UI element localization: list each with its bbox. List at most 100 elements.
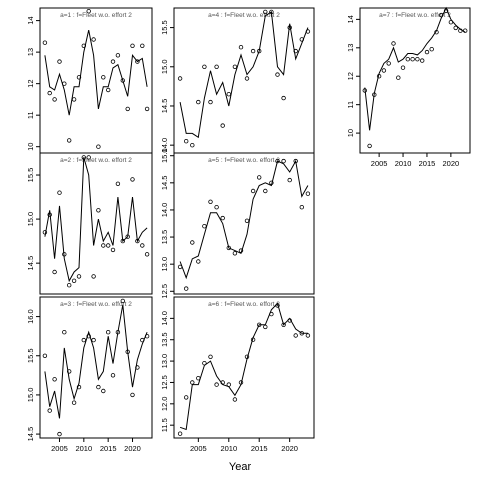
observed-point — [376, 73, 382, 79]
y-tick-label: 14 — [346, 15, 355, 23]
y-tick-label: 15.0 — [160, 148, 169, 163]
y-tick-label: 13.5 — [160, 230, 169, 245]
observed-point — [76, 75, 82, 80]
observed-point — [244, 218, 250, 223]
observed-point — [226, 382, 231, 387]
observed-point — [115, 53, 121, 58]
observed-point — [238, 248, 244, 253]
observed-point — [269, 180, 274, 185]
panel-4: a=4 : f=Fleet w.o. effort 2 14.0 14.5 15.0 1… — [160, 7, 315, 154]
observed-point — [367, 143, 372, 149]
observed-point — [91, 274, 96, 279]
y-tick-label: 15.0 — [26, 388, 35, 403]
observed-point — [47, 90, 52, 96]
observed-point — [125, 106, 130, 112]
panel-title: a=3 : f=Fleet w.o. effort 2 — [60, 301, 132, 308]
x-tick-label: 2005 — [371, 159, 388, 168]
observed-point — [305, 333, 311, 338]
x-tick-label: 2020 — [124, 444, 141, 453]
observed-point — [269, 311, 274, 317]
observed-point — [140, 243, 145, 248]
observed-point — [250, 48, 256, 54]
x-tick-label: 2005 — [190, 444, 207, 453]
observed-point — [42, 230, 48, 235]
observed-point — [299, 37, 304, 42]
y-tick-label: 11.5 — [160, 418, 169, 432]
x-tick-label: 2020 — [281, 444, 298, 453]
observed-point — [120, 78, 125, 83]
observed-point — [140, 43, 145, 48]
observed-point — [86, 155, 91, 160]
y-tick-label: 12.5 — [160, 284, 169, 299]
panel-title: a=7 : f=Fleet w.o. effort 2 — [379, 12, 451, 19]
panel-title: a=5 : f=Fleet w.o. effort 2 — [208, 157, 280, 164]
x-tick-label: 2020 — [443, 159, 460, 168]
y-tick-label: 12.0 — [160, 397, 169, 412]
observed-point — [232, 397, 238, 402]
y-tick-label: 14.5 — [160, 176, 169, 191]
observed-point — [96, 144, 101, 149]
observed-point — [238, 380, 244, 385]
observed-point — [130, 392, 135, 398]
y-tick-label: 14.0 — [160, 203, 169, 218]
observed-point — [105, 87, 111, 93]
observed-point — [263, 188, 268, 194]
observed-point — [439, 12, 444, 18]
observed-point — [183, 138, 189, 144]
observed-point — [232, 251, 238, 256]
observed-point — [57, 190, 62, 195]
y-tick-label: 12 — [26, 79, 35, 87]
fitted-line — [44, 157, 148, 283]
observed-point — [47, 212, 52, 217]
observed-point — [293, 158, 298, 164]
panel-title: a=6 : f=Fleet w.o. effort 2 — [208, 301, 280, 308]
observed-point — [381, 68, 387, 73]
fitted-line — [179, 302, 308, 431]
x-tick-label: 2010 — [395, 159, 412, 168]
observed-point — [120, 298, 125, 304]
panel-frame — [173, 296, 315, 439]
observed-point — [81, 43, 86, 48]
y-tick-label: 14.0 — [160, 138, 169, 153]
observed-point — [135, 365, 140, 370]
observed-point — [57, 59, 62, 64]
panel-frame — [39, 296, 153, 439]
observed-point — [96, 384, 101, 390]
observed-point — [101, 75, 106, 80]
observed-point — [275, 72, 280, 77]
y-tick-label: 15.0 — [160, 59, 169, 74]
y-tick-label: 10 — [26, 143, 35, 151]
panel-frame — [359, 7, 471, 154]
x-axis-label: Year — [229, 461, 252, 473]
observed-point — [287, 177, 292, 183]
observed-point — [62, 330, 67, 335]
observed-point — [135, 238, 140, 244]
observed-point — [42, 40, 48, 45]
observed-point — [190, 380, 195, 385]
observed-point — [202, 64, 207, 69]
observed-point — [208, 354, 213, 359]
observed-point — [115, 181, 121, 186]
observed-point — [220, 215, 225, 221]
observed-point — [214, 64, 219, 69]
observed-point — [125, 349, 130, 354]
y-tick-label: 13.5 — [160, 332, 169, 347]
observed-point — [443, 8, 449, 13]
y-tick-label: 15.0 — [26, 212, 35, 227]
observed-point — [86, 334, 91, 339]
observed-point — [196, 376, 201, 381]
observed-point — [183, 286, 189, 291]
observed-point — [57, 431, 62, 437]
observed-point — [42, 353, 48, 358]
panel-title: a=2 : f=Fleet w.o. effort 2 — [60, 157, 132, 164]
observed-point — [287, 318, 292, 323]
observed-point — [269, 9, 274, 15]
panel-frame — [173, 7, 315, 154]
x-tick-label: 2010 — [75, 444, 92, 453]
x-tick-label: 2010 — [220, 444, 237, 453]
observed-point — [91, 337, 96, 343]
panel-7: a=7 : f=Fleet w.o. effort 2 10 11 12 13 14 200… — [346, 6, 471, 168]
observed-point — [305, 29, 311, 34]
y-tick-label: 14.5 — [26, 427, 35, 442]
observed-point — [196, 99, 201, 105]
